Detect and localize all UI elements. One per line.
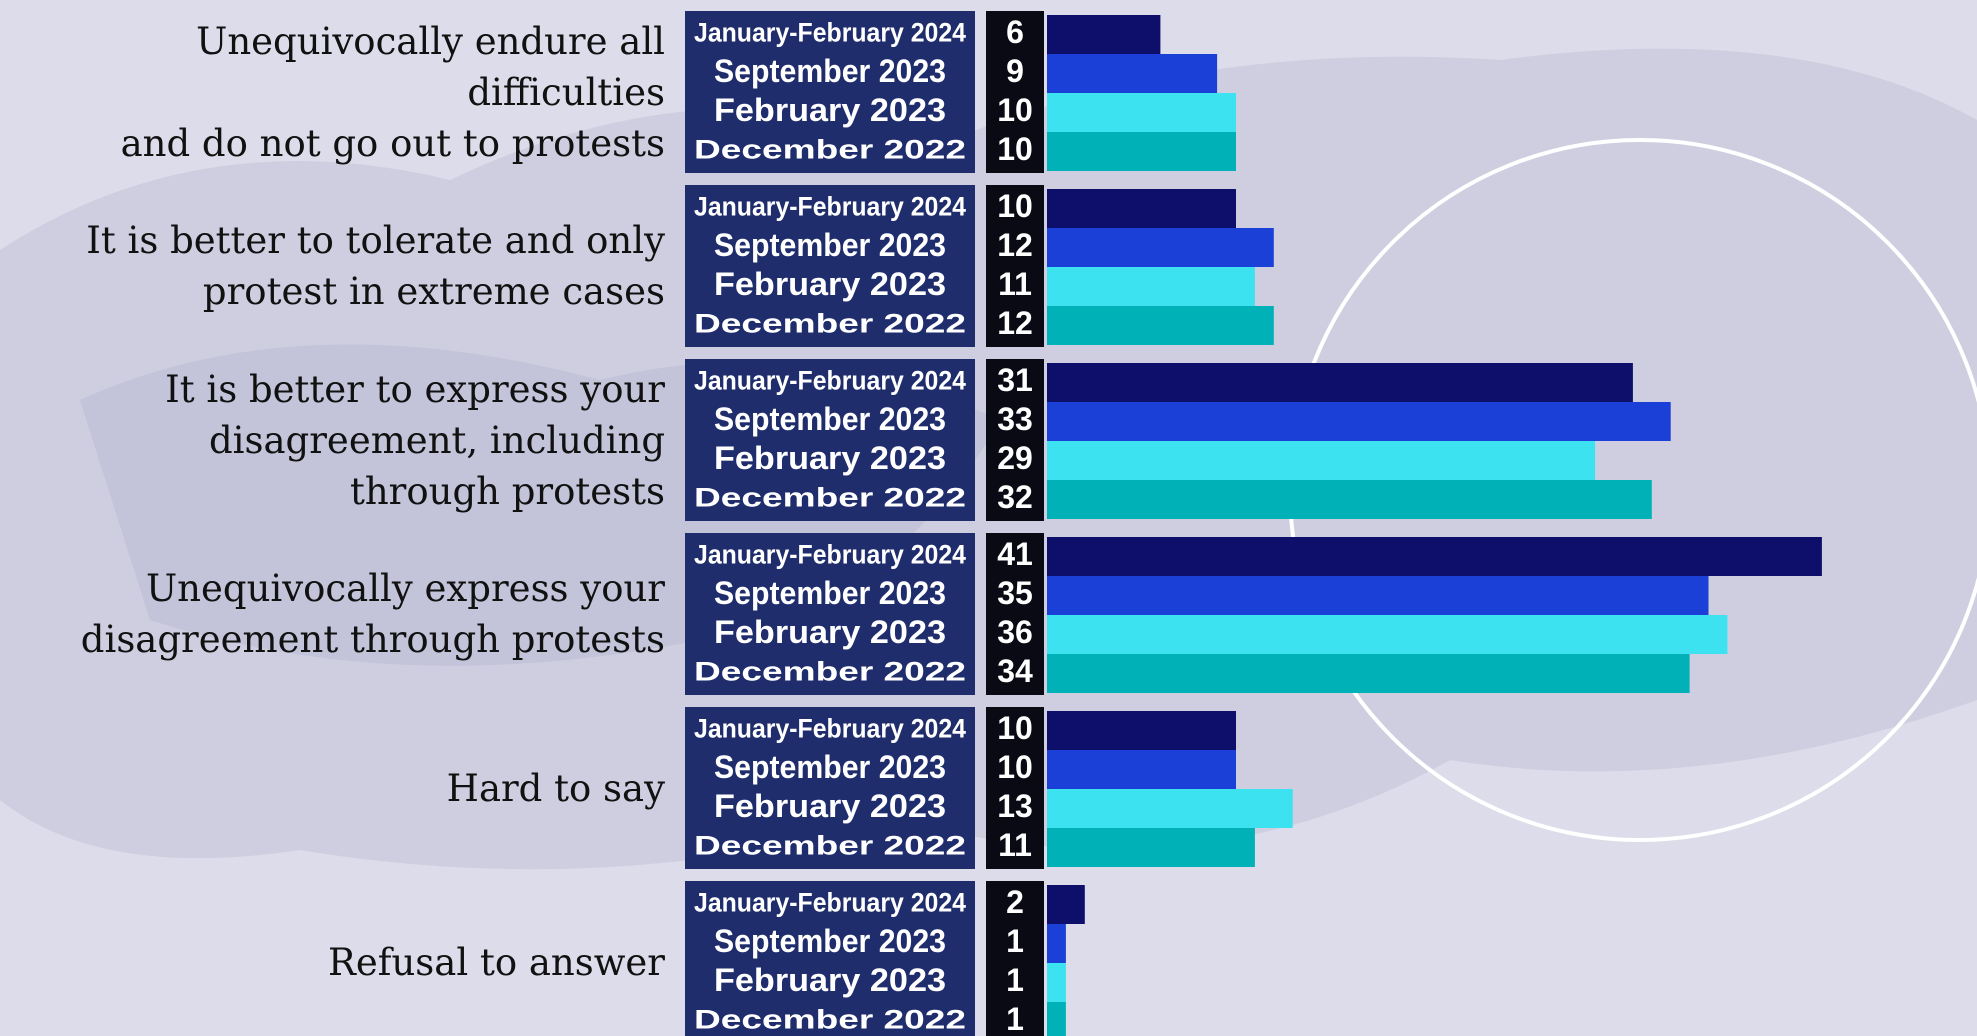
value-box — [986, 533, 1044, 695]
value-label: 1 — [1006, 962, 1024, 998]
value-label: 11 — [998, 827, 1032, 863]
bar — [1047, 228, 1274, 267]
legend-box — [685, 359, 975, 521]
category-label-box: Unequivocally endure all difficulties an… — [120, 19, 665, 165]
value-box — [986, 881, 1044, 1036]
bar — [1047, 93, 1236, 132]
bar — [1047, 885, 1085, 924]
value-label: 41 — [997, 536, 1033, 572]
legend-box — [685, 185, 975, 347]
bar — [1047, 828, 1255, 867]
legend-box — [685, 707, 975, 869]
series-label: February 2023 — [714, 440, 946, 476]
value-label: 32 — [997, 479, 1033, 515]
value-label: 2 — [1006, 884, 1024, 920]
value-box — [986, 707, 1044, 869]
value-label: 11 — [998, 266, 1032, 302]
category-label: Unequivocally endure all difficulties an… — [120, 19, 665, 165]
bar — [1047, 306, 1274, 345]
bar — [1047, 189, 1236, 228]
value-label: 35 — [997, 575, 1033, 611]
series-label: January-February 2024 — [694, 714, 966, 744]
value-label: 10 — [997, 131, 1033, 167]
series-label: January-February 2024 — [694, 888, 966, 918]
value-label: 31 — [997, 362, 1033, 398]
value-label: 29 — [997, 440, 1033, 476]
bar — [1047, 1002, 1066, 1036]
category-label-box: It is better to tolerate and only protes… — [86, 219, 665, 313]
series-label: September 2023 — [714, 923, 946, 959]
bar — [1047, 15, 1161, 54]
series-label: September 2023 — [714, 575, 946, 611]
category-label-box: It is better to express your disagreemen… — [165, 367, 665, 513]
bar — [1047, 963, 1066, 1002]
value-label: 36 — [997, 614, 1033, 650]
series-label: February 2023 — [714, 614, 946, 650]
category-label-box: Refusal to answer — [328, 940, 665, 984]
value-label: 10 — [997, 749, 1033, 785]
bar — [1047, 924, 1066, 963]
category-label: Unequivocally express your disagreement … — [80, 567, 665, 661]
bar — [1047, 267, 1255, 306]
bar — [1047, 363, 1633, 402]
series-label: December 2022 — [694, 309, 966, 339]
legend-box — [685, 533, 975, 695]
value-box — [986, 359, 1044, 521]
bar — [1047, 576, 1709, 615]
value-label: 9 — [1006, 53, 1024, 89]
series-label: January-February 2024 — [694, 540, 966, 570]
category-label: It is better to express your disagreemen… — [165, 367, 665, 513]
series-label: December 2022 — [694, 1005, 966, 1035]
category-label: Hard to say — [446, 766, 665, 810]
value-label: 10 — [997, 92, 1033, 128]
value-label: 33 — [997, 401, 1033, 437]
series-label: February 2023 — [714, 266, 946, 302]
bar — [1047, 750, 1236, 789]
value-label: 1 — [1006, 1001, 1024, 1036]
category-label-box: Hard to say — [446, 766, 665, 810]
series-label: September 2023 — [714, 227, 946, 263]
category-label: Refusal to answer — [328, 940, 665, 984]
series-label: December 2022 — [694, 483, 966, 513]
series-label: February 2023 — [714, 962, 946, 998]
bar — [1047, 132, 1236, 171]
series-label: January-February 2024 — [694, 366, 966, 396]
bar — [1047, 654, 1690, 693]
value-box — [986, 185, 1044, 347]
series-label: February 2023 — [714, 92, 946, 128]
value-box — [986, 11, 1044, 173]
bar — [1047, 54, 1218, 93]
value-label: 13 — [997, 788, 1033, 824]
legend-box — [685, 881, 975, 1036]
series-label: September 2023 — [714, 401, 946, 437]
value-label: 1 — [1006, 923, 1024, 959]
value-label: 12 — [997, 305, 1033, 341]
category-label-box: Unequivocally express your disagreement … — [80, 567, 665, 661]
series-label: December 2022 — [694, 831, 966, 861]
bar — [1047, 480, 1652, 519]
series-label: February 2023 — [714, 788, 946, 824]
series-label: December 2022 — [694, 657, 966, 687]
value-label: 10 — [997, 188, 1033, 224]
legend-box — [685, 11, 975, 173]
series-label: September 2023 — [714, 53, 946, 89]
series-label: September 2023 — [714, 749, 946, 785]
series-label: January-February 2024 — [694, 18, 966, 48]
value-label: 10 — [997, 710, 1033, 746]
series-label: December 2022 — [694, 135, 966, 165]
series-label: January-February 2024 — [694, 192, 966, 222]
bar — [1047, 615, 1728, 654]
bar — [1047, 441, 1596, 480]
value-label: 12 — [997, 227, 1033, 263]
value-label: 34 — [997, 653, 1033, 689]
bar — [1047, 789, 1293, 828]
value-label: 6 — [1006, 14, 1024, 50]
category-label: It is better to tolerate and only protes… — [86, 219, 665, 313]
bar — [1047, 402, 1671, 441]
bar — [1047, 711, 1236, 750]
bar — [1047, 537, 1822, 576]
